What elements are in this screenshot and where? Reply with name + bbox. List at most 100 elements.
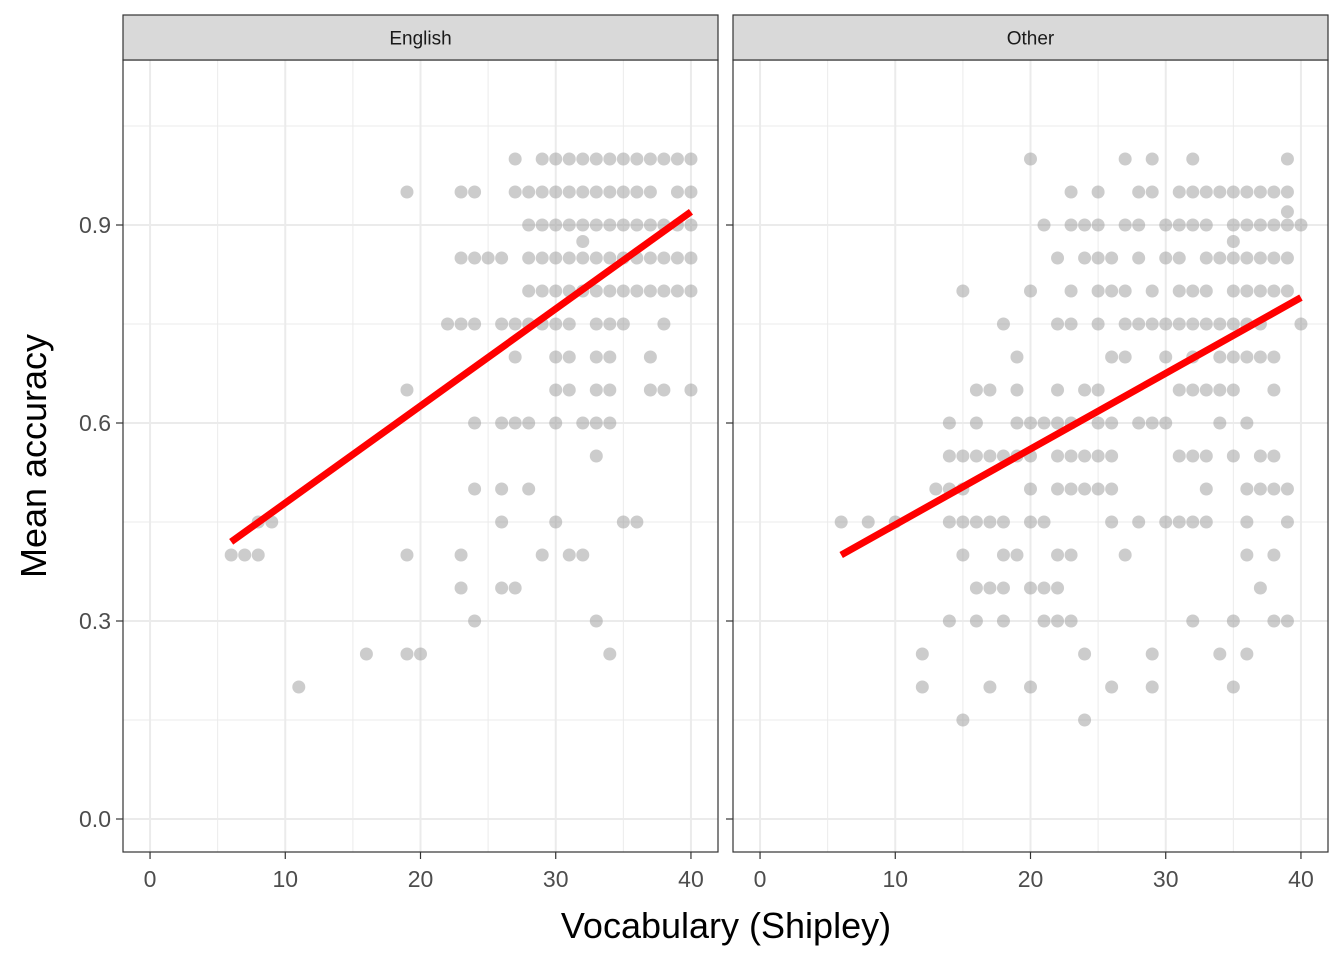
- data-point: [1091, 218, 1105, 232]
- data-point: [1267, 284, 1281, 298]
- data-point: [1091, 383, 1105, 397]
- x-axis-title: Vocabulary (Shipley): [561, 905, 891, 946]
- data-point: [576, 185, 590, 199]
- data-point: [616, 284, 630, 298]
- data-point: [535, 185, 549, 199]
- data-point: [1172, 185, 1186, 199]
- data-point: [495, 482, 509, 496]
- x-tick-label: 0: [754, 866, 767, 892]
- data-point: [414, 647, 427, 661]
- data-point: [1105, 680, 1119, 694]
- data-point: [996, 317, 1010, 331]
- data-point: [238, 548, 252, 562]
- data-point: [1024, 581, 1037, 595]
- data-point: [1145, 152, 1159, 166]
- data-point: [1186, 383, 1200, 397]
- data-point: [1280, 482, 1294, 496]
- data-point: [1172, 317, 1186, 331]
- data-point: [983, 449, 997, 463]
- data-point: [468, 416, 482, 430]
- data-point: [1064, 614, 1078, 628]
- data-point: [589, 350, 603, 364]
- data-point: [1037, 218, 1051, 232]
- data-point: [1280, 152, 1294, 166]
- data-point: [969, 515, 983, 529]
- strip-label: Other: [1007, 29, 1055, 50]
- data-point: [1280, 218, 1294, 232]
- data-point: [956, 284, 970, 298]
- data-point: [1010, 416, 1024, 430]
- data-point: [1105, 482, 1119, 496]
- data-point: [589, 185, 603, 199]
- data-point: [1010, 548, 1024, 562]
- data-point: [684, 251, 698, 265]
- data-point: [1105, 515, 1119, 529]
- data-point: [1105, 284, 1119, 298]
- y-axis-title: Mean accuracy: [13, 334, 54, 578]
- data-point: [1240, 251, 1254, 265]
- data-point: [657, 251, 671, 265]
- data-point: [1253, 581, 1267, 595]
- data-point: [1078, 449, 1092, 463]
- data-point: [1091, 185, 1105, 199]
- data-point: [1105, 251, 1119, 265]
- data-point: [1091, 251, 1105, 265]
- data-point: [643, 185, 657, 199]
- panel-english: English 0 10 20 30 40: [116, 14, 719, 892]
- data-point: [1199, 515, 1213, 529]
- data-point: [1240, 416, 1254, 430]
- data-point: [1105, 416, 1119, 430]
- data-point: [589, 383, 603, 397]
- data-point: [1159, 416, 1173, 430]
- data-point: [1199, 482, 1213, 496]
- data-point: [1105, 350, 1119, 364]
- data-point: [670, 152, 684, 166]
- data-point: [1294, 317, 1308, 331]
- data-point: [643, 218, 657, 232]
- data-point: [1051, 548, 1065, 562]
- data-point: [969, 581, 983, 595]
- data-point: [495, 317, 509, 331]
- data-point: [1159, 251, 1173, 265]
- data-point: [1024, 416, 1037, 430]
- fit-line: [839, 294, 1303, 559]
- data-point: [1051, 383, 1065, 397]
- data-point: [684, 218, 698, 232]
- data-point: [969, 614, 983, 628]
- data-point: [1118, 218, 1132, 232]
- data-point: [549, 515, 563, 529]
- data-point: [1226, 185, 1240, 199]
- data-point: [1145, 284, 1159, 298]
- data-point: [400, 647, 414, 661]
- data-point: [1118, 284, 1132, 298]
- data-point: [1024, 284, 1037, 298]
- data-point: [1199, 284, 1213, 298]
- data-point: [1240, 284, 1254, 298]
- data-point: [1280, 284, 1294, 298]
- data-point: [630, 152, 644, 166]
- data-point: [508, 317, 522, 331]
- data-point: [1091, 317, 1105, 331]
- panel-other: Other 0 10 20 30 40: [726, 14, 1329, 892]
- data-point: [508, 581, 522, 595]
- data-point: [1172, 515, 1186, 529]
- data-point: [657, 383, 671, 397]
- x-tick-label: 30: [1153, 866, 1179, 892]
- data-point: [1253, 218, 1267, 232]
- data-point: [1118, 548, 1132, 562]
- data-point: [1280, 205, 1294, 219]
- data-point: [1051, 317, 1065, 331]
- data-point: [1064, 284, 1078, 298]
- data-point: [1213, 185, 1227, 199]
- data-point: [996, 614, 1010, 628]
- data-point: [576, 416, 590, 430]
- data-point: [1132, 251, 1146, 265]
- data-point: [576, 152, 590, 166]
- data-point: [549, 251, 563, 265]
- data-point: [1267, 383, 1281, 397]
- data-point: [251, 548, 265, 562]
- data-point: [549, 416, 563, 430]
- data-point: [508, 350, 522, 364]
- data-point: [616, 515, 630, 529]
- data-point: [1024, 515, 1037, 529]
